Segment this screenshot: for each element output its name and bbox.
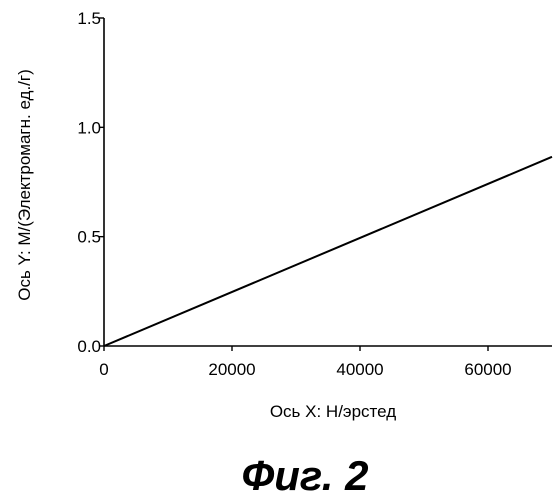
x-axis-label: Ось X: H/эрстед: [270, 402, 396, 421]
x-tick-label: 20000: [208, 360, 255, 379]
x-tick-label: 40000: [336, 360, 383, 379]
y-axis-label: Ось Y: M/(Электромагн. ед./г): [15, 69, 34, 301]
figure-caption: Фиг. 2: [241, 452, 368, 499]
y-tick-label: 1.0: [77, 118, 101, 137]
series-line: [104, 157, 552, 346]
y-tick-label: 0.0: [77, 337, 101, 356]
x-tick-label: 60000: [464, 360, 511, 379]
y-tick-label: 1.5: [77, 9, 101, 28]
y-tick-label: 0.5: [77, 228, 101, 247]
x-tick-label: 0: [99, 360, 108, 379]
ticks: 0 20000 40000 60000 0.0 0.5 1.0 1.5: [77, 9, 511, 379]
series: [104, 157, 552, 346]
axes: [104, 18, 552, 346]
